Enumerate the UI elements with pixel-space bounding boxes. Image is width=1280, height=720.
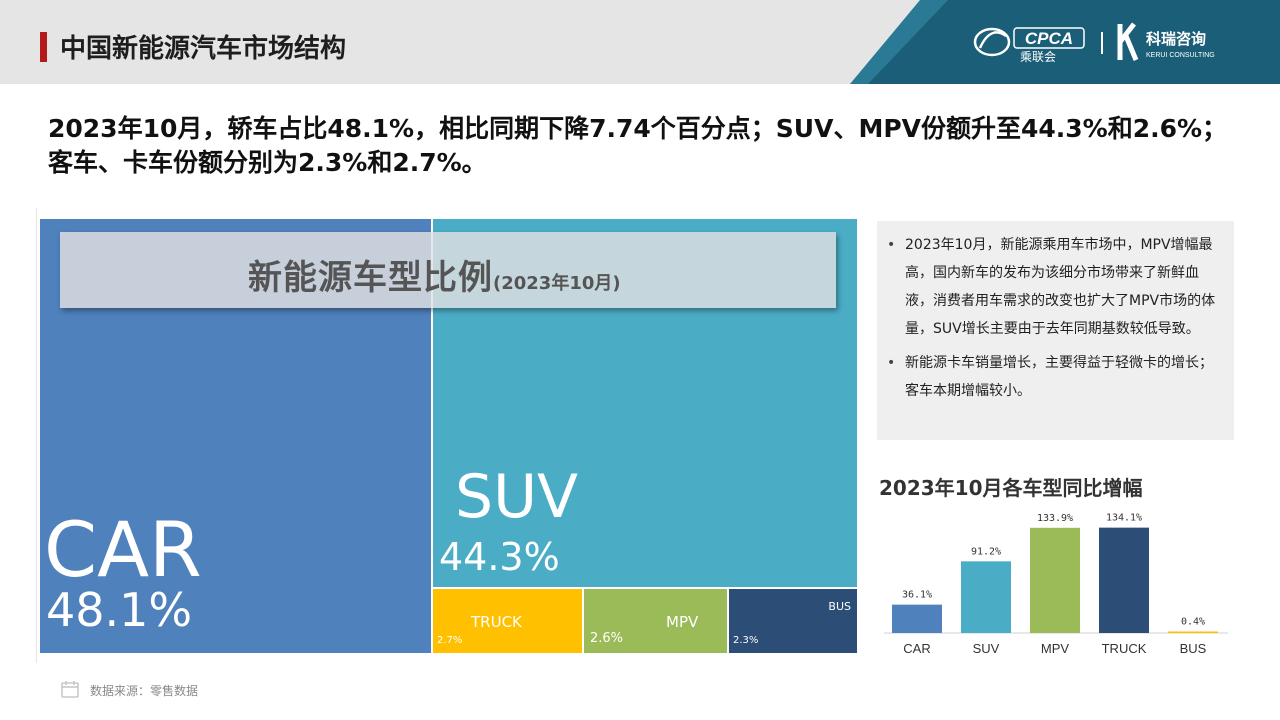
data-source-note: 数据来源：零售数据 (90, 684, 199, 698)
svg-text:CPCA: CPCA (1025, 29, 1073, 48)
header-brand-band (850, 0, 1280, 84)
treemap-tile-mpv: MPV 2.6% (584, 589, 727, 653)
treemap-label-mpv: MPV (666, 613, 699, 631)
bar-category-label-car: CAR (903, 641, 930, 656)
treemap-value-mpv: 2.6% (590, 631, 624, 646)
treemap-label-bus: BUS (828, 600, 851, 613)
note-item-2: 新能源卡车销量增长，主要得益于轻微卡的增长；客车本期增幅较小。 (887, 349, 1222, 405)
bar-chart: 36.1% CAR 91.2% SUV 133.9% MPV 134.1% TRUCK 0.4%… (884, 513, 1228, 656)
bar-category-label-bus: BUS (1180, 641, 1207, 656)
treemap-value-car: 48.1% (46, 583, 193, 637)
headline-line-1: 2023年10月，轿车占比48.1%，相比同期下降7.74个百分点；SUV、MP… (48, 114, 1228, 143)
header-bar: 中国新能源汽车市场结构 CPCA 乘联会 科瑞咨询 KERUI CONSULTI… (0, 0, 1280, 84)
bar-category-label-mpv: MPV (1041, 641, 1070, 656)
svg-text:科瑞咨询: 科瑞咨询 (1146, 30, 1206, 48)
treemap-title-box: 新能源车型比例(2023年10月) (60, 232, 836, 308)
bar-value-label-car: 36.1% (902, 590, 932, 601)
logo-separator (1101, 32, 1103, 54)
bar-value-label-bus: 0.4% (1181, 617, 1205, 628)
bar-bus (1168, 631, 1218, 633)
page-title: 中国新能源汽车市场结构 (60, 34, 347, 64)
calendar-icon (61, 681, 79, 698)
bar-truck (1099, 527, 1149, 633)
bar-suv (961, 561, 1011, 633)
headline-line-2: 客车、卡车份额分别为2.3%和2.7%。 (48, 148, 487, 177)
bar-chart-title: 2023年10月各车型同比增幅 (879, 476, 1143, 500)
bar-value-label-suv: 91.2% (971, 546, 1001, 557)
svg-text:KERUI CONSULTING: KERUI CONSULTING (1146, 52, 1215, 59)
bar-value-label-mpv: 133.9% (1037, 513, 1073, 524)
treemap-title-main: 新能源车型比例 (248, 258, 493, 298)
bar-category-label-truck: TRUCK (1102, 641, 1147, 656)
notes-panel: 2023年10月，新能源乘用车市场中，MPV增幅最高，国内新车的发布为该细分市场… (877, 221, 1234, 440)
treemap-title: 新能源车型比例(2023年10月) (248, 250, 621, 299)
treemap-label-truck: TRUCK (471, 613, 522, 631)
kerui-logo: 科瑞咨询 KERUI CONSULTING (1117, 22, 1215, 61)
bar-car (892, 604, 942, 633)
treemap-title-sub: (2023年10月) (493, 273, 621, 294)
svg-text:乘联会: 乘联会 (1020, 50, 1056, 64)
note-item-1: 2023年10月，新能源乘用车市场中，MPV增幅最高，国内新车的发布为该细分市场… (887, 231, 1222, 343)
bar-category-label-suv: SUV (973, 641, 1000, 656)
treemap-label-car: CAR (44, 505, 202, 594)
treemap-value-truck: 2.7% (437, 635, 463, 646)
treemap-tile-bus: BUS 2.3% (729, 589, 857, 653)
treemap-label-suv: SUV (455, 462, 579, 532)
bar-value-label-truck: 134.1% (1106, 513, 1142, 524)
header-accent-bar (40, 32, 47, 62)
treemap-frame (36, 208, 863, 663)
treemap-value-bus: 2.3% (733, 635, 759, 646)
headline-text: 2023年10月，轿车占比48.1%，相比同期下降7.74个百分点；SUV、MP… (48, 112, 1248, 180)
bar-mpv (1030, 527, 1080, 633)
treemap-value-suv: 44.3% (439, 535, 560, 579)
treemap-tile-truck: TRUCK 2.7% (433, 589, 582, 653)
cpca-logo: CPCA 乘联会 (973, 27, 1085, 64)
